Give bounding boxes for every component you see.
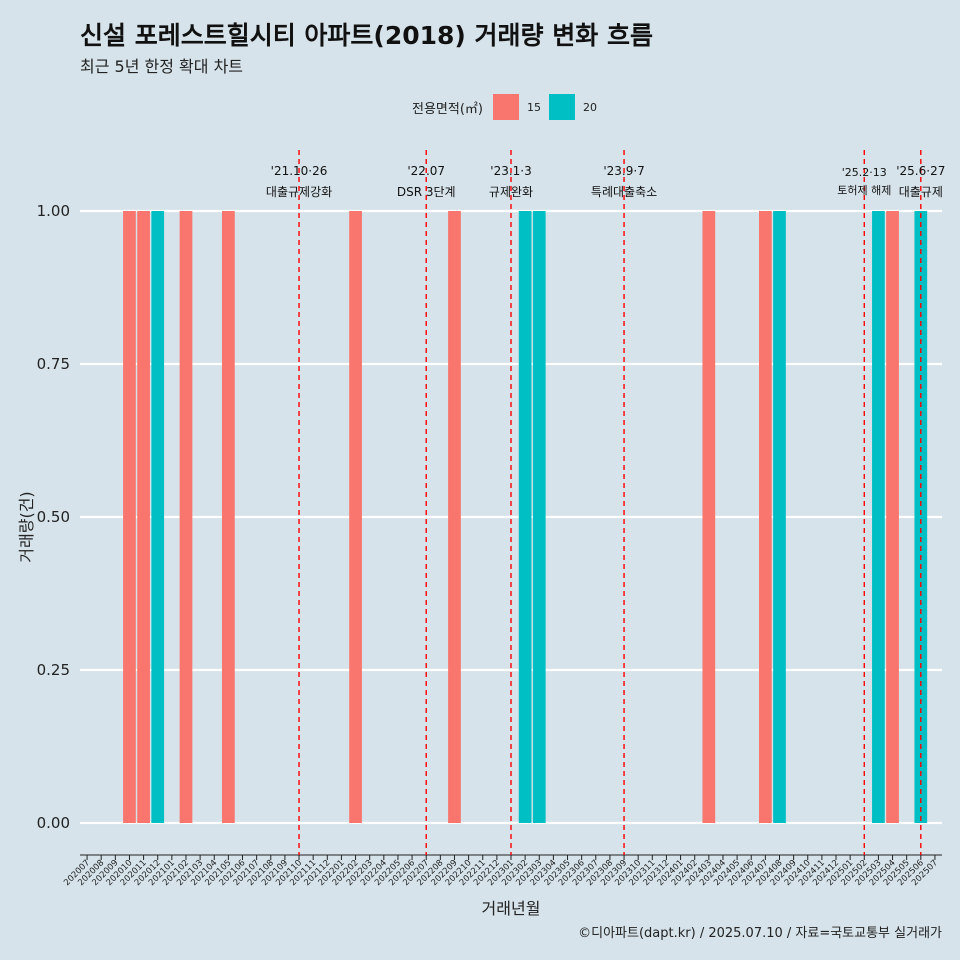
bar <box>179 211 193 823</box>
bar <box>448 211 461 823</box>
chart-title: 신설 포레스트힐시티 아파트(2018) 거래량 변화 흐름 <box>80 21 653 50</box>
event-date-label: '25.2·13 <box>842 166 887 179</box>
event-label: 규제완화 <box>489 185 533 199</box>
bar <box>222 211 235 823</box>
y-axis-title: 거래량(건) <box>17 491 36 562</box>
bar <box>773 211 786 823</box>
event-label: 토허제 해제 <box>837 183 891 197</box>
bar <box>759 211 772 823</box>
event-label: 대출규제 <box>899 185 943 199</box>
y-tick-label: 0.75 <box>37 355 70 373</box>
legend-label-15: 15 <box>526 100 541 114</box>
bar <box>872 211 885 823</box>
x-axis-title: 거래년월 <box>482 899 541 918</box>
event-date-label: '25.6·27 <box>896 164 945 178</box>
bar <box>349 211 362 823</box>
legend-title: 전용면적(㎡) <box>412 101 483 117</box>
bar <box>914 211 928 823</box>
bar <box>518 211 532 823</box>
legend-swatch-20 <box>548 94 575 120</box>
legend-label-20: 20 <box>582 100 597 114</box>
event-label: 대출규제강화 <box>266 185 332 199</box>
y-tick-label: 0.50 <box>37 508 70 526</box>
event-date-label: '22.07 <box>407 164 445 178</box>
bar <box>151 211 165 823</box>
event-date-label: '23.1·3 <box>490 164 531 178</box>
bar <box>532 211 546 823</box>
bar <box>123 211 136 823</box>
legend-swatch-15 <box>492 94 519 120</box>
y-tick-label: 0.00 <box>37 814 70 832</box>
event-label: DSR 3단계 <box>397 185 456 199</box>
y-tick-label: 0.25 <box>37 661 70 679</box>
source-caption: ©디아파트(dapt.kr) / 2025.07.10 / 자료=국토교통부 실… <box>578 926 942 941</box>
bar <box>702 211 716 823</box>
event-date-label: '21.10·26 <box>271 164 328 178</box>
chart-subtitle: 최근 5년 한정 확대 차트 <box>80 57 244 76</box>
legend: 전용면적(㎡) 15 20 <box>412 93 605 121</box>
event-label: 특례대출축소 <box>591 185 657 199</box>
event-date-label: '23.9·7 <box>603 164 644 178</box>
bar <box>886 211 899 823</box>
y-tick-label: 1.00 <box>37 202 70 220</box>
bar <box>137 211 150 823</box>
